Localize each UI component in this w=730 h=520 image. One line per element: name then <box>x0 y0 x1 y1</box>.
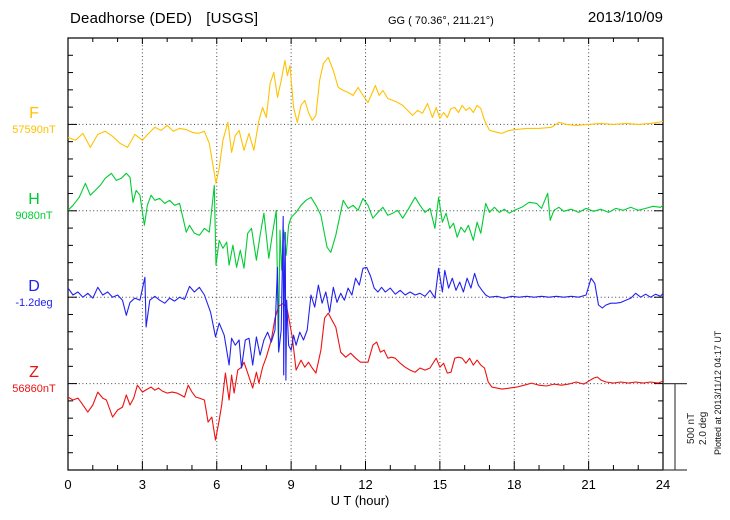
channel-letter-Z: Z <box>29 364 39 381</box>
scale-bar <box>663 383 687 471</box>
x-axis-label: U T (hour) <box>330 493 390 508</box>
trace-F <box>68 56 663 184</box>
station-title: Deadhorse (DED) [USGS] <box>70 10 258 27</box>
plot-date: 2013/10/09 <box>587 9 663 26</box>
geographic-coordinates: GG ( 70.36°, 211.21°) <box>388 15 494 27</box>
channel-letter-D: D <box>28 278 40 295</box>
x-tick-label-15: 15 <box>433 477 447 492</box>
x-tick-label-3: 3 <box>139 477 146 492</box>
channel-baseline-D: -1.2deg <box>15 297 53 309</box>
x-tick-label-0: 0 <box>64 477 71 492</box>
channel-label-D: D -1.2deg <box>2 279 66 309</box>
channel-letter-F: F <box>29 105 39 122</box>
trace-H <box>68 172 663 351</box>
plot-frame <box>67 37 664 471</box>
plotted-timestamp: Plotted at 2013/11/12 04:17 UT <box>713 330 723 456</box>
x-tick-label-9: 9 <box>288 477 295 492</box>
scale-bar-labels: 500 nT 2.0 deg <box>686 390 710 466</box>
traces <box>68 56 663 441</box>
x-tick-label-6: 6 <box>213 477 220 492</box>
scale-bar-nT-label: 500 nT <box>686 412 697 444</box>
channel-letter-H: H <box>28 191 40 208</box>
x-tick-labels: 0 3 6 9 12 15 18 21 24 <box>64 477 670 492</box>
channel-label-F: F 57590nT <box>2 106 66 136</box>
scale-bar-deg-label: 2.0 deg <box>698 411 709 445</box>
trace-Z <box>68 302 663 441</box>
x-tick-label-21: 21 <box>581 477 595 492</box>
channel-baseline-F: 57590nT <box>12 124 56 136</box>
channel-baseline-H: 9080nT <box>15 210 53 222</box>
agency-label: [USGS] <box>206 10 259 27</box>
gridlines <box>68 38 663 470</box>
x-tick-label-24: 24 <box>656 477 670 492</box>
x-tick-label-12: 12 <box>358 477 372 492</box>
trace-D <box>68 215 663 381</box>
station-name: Deadhorse (DED) <box>70 10 193 27</box>
channel-baseline-Z: 56860nT <box>12 383 56 395</box>
channel-label-H: H 9080nT <box>2 192 66 222</box>
x-tick-label-18: 18 <box>507 477 521 492</box>
channel-label-Z: Z 56860nT <box>2 365 66 395</box>
